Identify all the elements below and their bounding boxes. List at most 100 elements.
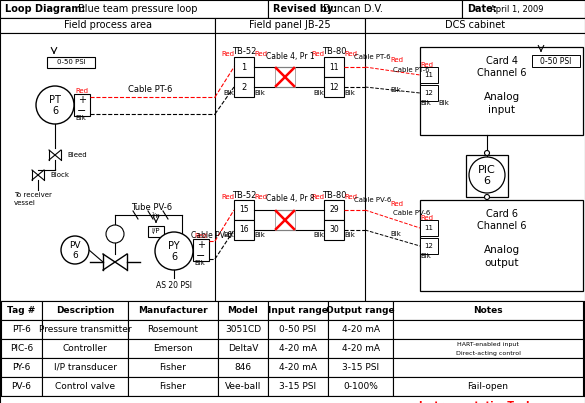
Circle shape xyxy=(106,225,124,243)
Text: Cable PT-6: Cable PT-6 xyxy=(393,67,429,73)
Text: Cable PV-6: Cable PV-6 xyxy=(354,197,391,203)
Text: Card 4: Card 4 xyxy=(486,56,518,66)
Text: Red: Red xyxy=(254,51,267,57)
Text: PV-6: PV-6 xyxy=(12,382,32,391)
Text: −: − xyxy=(77,106,87,116)
Circle shape xyxy=(36,86,74,124)
Text: Blk: Blk xyxy=(420,100,431,106)
Text: PIC-6: PIC-6 xyxy=(10,344,33,353)
Bar xyxy=(328,377,393,396)
Text: TB-52: TB-52 xyxy=(232,48,256,56)
Text: AS 20 PSI: AS 20 PSI xyxy=(156,280,192,289)
Circle shape xyxy=(61,236,89,264)
Text: Blk: Blk xyxy=(194,260,205,266)
Text: Cable PT-6: Cable PT-6 xyxy=(354,54,391,60)
Text: Red: Red xyxy=(311,194,324,200)
Bar xyxy=(393,358,583,377)
Text: Tag #: Tag # xyxy=(8,306,36,315)
Bar xyxy=(128,320,218,339)
Text: Description: Description xyxy=(56,306,114,315)
Bar xyxy=(128,377,218,396)
Text: Blk: Blk xyxy=(344,232,355,238)
Text: Manufacturer: Manufacturer xyxy=(138,306,208,315)
Text: Blk: Blk xyxy=(344,90,355,96)
Text: Analog: Analog xyxy=(483,245,519,255)
Text: Blk: Blk xyxy=(254,90,265,96)
Bar xyxy=(1,339,42,358)
Bar xyxy=(420,85,438,101)
Text: 3051CD: 3051CD xyxy=(225,325,261,334)
Bar xyxy=(74,94,90,116)
Circle shape xyxy=(484,195,490,199)
Text: Pressure transmitter: Pressure transmitter xyxy=(39,325,131,334)
Bar xyxy=(0,0,268,18)
Bar xyxy=(47,57,95,68)
Text: Blk: Blk xyxy=(390,231,401,237)
Text: 15: 15 xyxy=(239,206,249,214)
Text: Blk: Blk xyxy=(313,90,324,96)
Text: input: input xyxy=(488,105,515,115)
Text: Red: Red xyxy=(390,57,403,63)
Text: 4-20 mA: 4-20 mA xyxy=(279,363,317,372)
Text: PIC: PIC xyxy=(478,165,496,175)
Bar xyxy=(0,18,585,33)
Text: I/P: I/P xyxy=(152,228,160,234)
Text: Blk: Blk xyxy=(254,232,265,238)
Bar xyxy=(42,358,128,377)
Bar xyxy=(420,238,438,254)
Text: Field panel JB-25: Field panel JB-25 xyxy=(249,21,331,31)
Text: Channel 6: Channel 6 xyxy=(477,221,526,231)
Text: 11: 11 xyxy=(329,62,339,71)
Text: Channel 6: Channel 6 xyxy=(477,68,526,78)
Bar xyxy=(1,358,42,377)
Text: Date:: Date: xyxy=(467,4,497,14)
Text: Analog: Analog xyxy=(483,92,519,102)
Bar xyxy=(420,67,438,83)
Text: Cable PT-6: Cable PT-6 xyxy=(128,85,172,94)
Bar xyxy=(1,320,42,339)
Bar xyxy=(128,339,218,358)
Text: Emerson: Emerson xyxy=(153,344,193,353)
Text: Blk: Blk xyxy=(313,232,324,238)
Text: PV: PV xyxy=(69,241,81,251)
Bar xyxy=(268,320,328,339)
Bar xyxy=(218,320,268,339)
Text: 11: 11 xyxy=(425,72,433,78)
Bar xyxy=(0,18,215,33)
Bar xyxy=(1,301,42,320)
Text: Card 6: Card 6 xyxy=(486,209,518,219)
Bar xyxy=(393,377,583,396)
Text: Red: Red xyxy=(420,215,433,221)
Text: Red: Red xyxy=(194,233,207,239)
Text: Bleed: Bleed xyxy=(67,152,87,158)
Bar xyxy=(324,57,344,77)
Bar xyxy=(218,377,268,396)
Bar xyxy=(420,47,583,135)
Text: DCS cabinet: DCS cabinet xyxy=(445,21,505,31)
Text: Red: Red xyxy=(221,51,234,57)
Text: InstrumentationTools.com: InstrumentationTools.com xyxy=(418,401,562,403)
Text: Output range: Output range xyxy=(326,306,395,315)
Text: 2: 2 xyxy=(242,83,247,91)
Circle shape xyxy=(155,232,193,270)
Bar xyxy=(128,301,218,320)
Text: Red: Red xyxy=(311,51,324,57)
Bar xyxy=(324,77,344,97)
Bar xyxy=(275,210,295,230)
Text: 6: 6 xyxy=(483,176,490,186)
Text: Block: Block xyxy=(50,172,69,178)
Text: 11: 11 xyxy=(425,225,433,231)
Text: 12: 12 xyxy=(425,243,433,249)
Text: Blk: Blk xyxy=(223,90,234,96)
Text: Input range: Input range xyxy=(268,306,328,315)
Bar xyxy=(42,301,128,320)
Text: 0-50 PSI: 0-50 PSI xyxy=(57,59,85,65)
Text: Duncan D.V.: Duncan D.V. xyxy=(323,4,383,14)
Text: 29: 29 xyxy=(329,206,339,214)
Bar xyxy=(234,200,254,220)
Text: Controller: Controller xyxy=(63,344,108,353)
Text: Fail-open: Fail-open xyxy=(467,382,508,391)
Text: Notes: Notes xyxy=(473,306,503,315)
Bar xyxy=(128,358,218,377)
Bar xyxy=(42,320,128,339)
